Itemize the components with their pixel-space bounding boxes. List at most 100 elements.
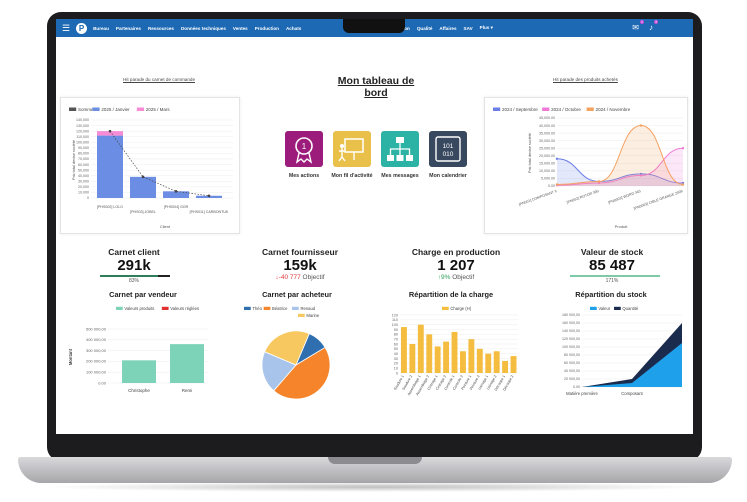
products-point [639, 174, 643, 177]
charge-y-tick: 40 [394, 352, 398, 356]
acheteur-legend-label: Béatrice [272, 306, 288, 311]
orders-y-tick: 90,000 [78, 146, 89, 150]
app-logo[interactable]: P [76, 22, 88, 34]
acheteur-slice [273, 346, 331, 400]
vendeur-y-tick: 400 000,00 [86, 337, 107, 342]
orders-legend-label: 2025 / Janvier [101, 107, 130, 112]
stock-y-tick: 100 000,00 [562, 345, 580, 349]
kpi-valeur-stock-sub: 171% [605, 278, 619, 284]
chat-icon[interactable]: ✉ 1 [632, 20, 644, 32]
vendeur-y-tick: 200 000,00 [86, 359, 107, 364]
bell-icon[interactable]: ♪ 3 [649, 20, 658, 32]
charge-y-tick: 20 [394, 362, 398, 366]
orders-y-label: Prix total devise société [72, 140, 76, 180]
acheteur-legend-swatch [263, 306, 271, 310]
orders-y-tick: 10,000 [78, 191, 89, 195]
orders-y-tick: 0 [87, 196, 89, 200]
charge-x-tick: Peinture 1 [461, 375, 473, 391]
charge-bar [426, 334, 433, 373]
charge-x-tick: Cintrage 1 [427, 375, 439, 391]
charge-x-tick: Usinage 1 [478, 375, 490, 391]
orders-y-tick: 50,000 [78, 168, 89, 172]
stock-x-tick: Matière première [566, 391, 598, 396]
tile-mon-fil[interactable] [333, 131, 371, 167]
nav-item-production[interactable]: Production [254, 25, 279, 31]
presentation-icon [338, 138, 364, 162]
orders-sum-point [174, 190, 178, 193]
stock-y-tick: 60 000,00 [564, 361, 580, 365]
vendeur-y-tick: 100 000,00 [86, 370, 107, 375]
hit-parade-orders-link[interactable]: Hit parade du carnet de commande [123, 77, 196, 82]
products-y-tick: 45,000.00 [539, 116, 555, 120]
nav-item-affaires[interactable]: Affaires [439, 25, 457, 31]
products-legend-label: 2024 / Septembre [502, 107, 538, 112]
products-x-label: Produit [615, 224, 629, 229]
vendeur-legend-label: Valeurs réglées [170, 306, 199, 311]
acheteur-legend-label: Théo [252, 306, 262, 311]
acheteur-pie-chart: Théo Béatrice Renaud Marine [244, 306, 331, 400]
products-y-tick: 25,000.00 [539, 146, 555, 150]
orders-x-tick: [PHS004] GGR [164, 205, 189, 209]
charge-y-tick: 60 [394, 342, 398, 346]
orders-y-tick: 60,000 [78, 163, 89, 167]
products-line [556, 158, 684, 184]
charge-y-tick: 110 [392, 318, 398, 322]
nav-item-qualite[interactable]: Qualité [416, 25, 433, 31]
nav-item-plus[interactable]: Plus ▾ [479, 25, 493, 30]
nav-item-ventes[interactable]: Ventes [232, 25, 248, 31]
products-legend-swatch [586, 107, 594, 111]
kpi-charge-production-value: 1 207 [437, 257, 475, 274]
orders-x-tick: [PHS011] CARBONTUK [190, 210, 229, 214]
tile-mes-messages[interactable] [381, 131, 419, 167]
hamburger-icon[interactable]: ☰ [62, 22, 71, 33]
nav-item-achats[interactable]: Achats [285, 25, 302, 31]
charge-y-tick: 80 [394, 333, 398, 337]
orders-y-tick: 140,000 [76, 118, 89, 122]
orders-y-tick: 20,000 [78, 185, 89, 189]
products-x-tick: [PN001] COMPOSANT II [518, 189, 557, 206]
products-chart-panel: 2024 / Septembre 2024 / Octobre 2024 / Nov… [484, 97, 688, 234]
stock-y-tick: 120 000,00 [562, 337, 580, 341]
tile-label-mes-actions: Mes actions [288, 173, 320, 179]
vendeur-x-tick: Remi [182, 388, 193, 393]
products-y-label: Prix total devise société [528, 133, 532, 173]
orders-sum-line [109, 130, 210, 197]
orders-bar [163, 191, 189, 198]
charge-y-tick: 70 [394, 337, 398, 341]
tile-mes-actions[interactable]: 1 [285, 131, 323, 167]
products-line [556, 147, 684, 186]
laptop-notch [328, 457, 422, 464]
products-y-tick: 30,000.00 [539, 139, 555, 143]
products-point [555, 157, 559, 160]
svg-text:1: 1 [302, 142, 307, 151]
stock-y-tick: 0.00 [573, 385, 580, 389]
hit-parade-products-link[interactable]: Hit parade des produits achetés [553, 77, 618, 82]
nav-item-partenaires[interactable]: Partenaires [115, 25, 141, 31]
stock-area [582, 343, 682, 387]
screen: ☰ P Bureau Partenaires Ressources Donnée… [56, 19, 693, 434]
vendeur-bar [122, 360, 156, 383]
stock-area-chart: Valeur Quantité 0.00 20 000,00 40 000,00 60 0… [562, 306, 682, 396]
laptop-shadow [40, 482, 710, 492]
products-legend-label: 2024 / Octobre [551, 107, 581, 112]
orders-legend-label: Somme [78, 107, 94, 112]
charge-y-tick: 0 [396, 371, 398, 375]
kpi-carnet-fournisseur-delta: -40 777 [278, 274, 301, 281]
tile-mon-calendrier[interactable]: 101 010 [429, 131, 467, 167]
nav-item-ressources[interactable]: Ressources [147, 25, 174, 31]
products-y-tick: 15,000.00 [539, 162, 555, 166]
down-arrow-icon: ↓ [275, 274, 279, 281]
charge-x-tick: Peinture 2 [469, 375, 481, 391]
charge-bar [417, 324, 424, 373]
award-icon: 1 [295, 137, 313, 164]
stock-legend-swatch [614, 306, 621, 310]
nav-item-donnees-techniques[interactable]: Données techniques [180, 25, 226, 31]
nav-item-sav[interactable]: SAV [463, 25, 473, 31]
org-chart-icon [387, 137, 413, 161]
charge-x-tick: Cintrage 2 [435, 375, 447, 391]
charge-bar [409, 344, 416, 373]
acheteur-legend-label: Marine [306, 313, 319, 318]
kpi-carnet-client-bar [100, 275, 158, 277]
nav-item-bureau[interactable]: Bureau [93, 25, 109, 31]
